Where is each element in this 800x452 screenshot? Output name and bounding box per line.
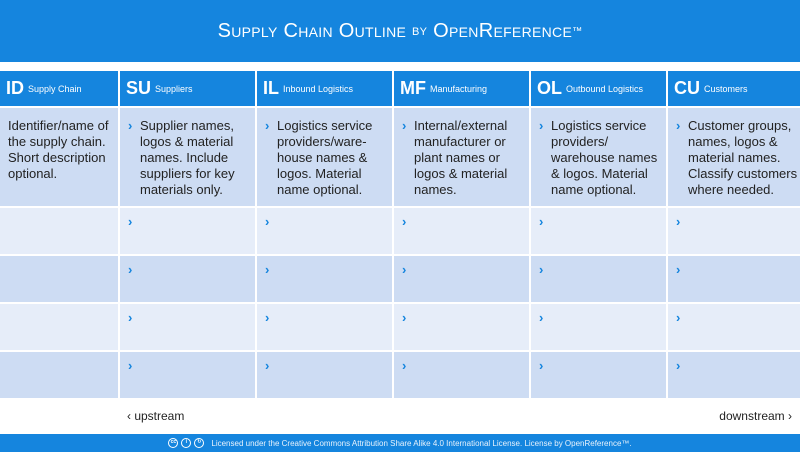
trademark: ™ — [572, 25, 583, 37]
table-cell[interactable]: › — [257, 352, 392, 398]
table-cell[interactable]: › — [531, 256, 666, 302]
chevron-right-icon: › — [402, 310, 407, 325]
description-text: Identifier/name of the supply chain. Sho… — [8, 118, 109, 181]
column-header-su: SU Suppliers — [120, 71, 255, 106]
title-by: by — [412, 22, 428, 39]
description-cell[interactable]: › Internal/external manufacturer or plant… — [394, 108, 529, 206]
chevron-right-icon: › — [676, 310, 681, 325]
upstream-label: ‹ upstream — [127, 409, 185, 423]
column-header-ol: OL Outbound Logistics — [531, 71, 666, 106]
chevron-right-icon: › — [128, 310, 133, 325]
chevron-right-icon: › — [402, 262, 407, 277]
column-abbr: IL — [263, 78, 279, 98]
table-cell[interactable]: › — [668, 256, 800, 302]
chevron-right-icon: › — [539, 262, 544, 277]
column-name: Suppliers — [155, 83, 193, 94]
chevron-right-icon: › — [402, 118, 407, 133]
chevron-right-icon: › — [676, 262, 681, 277]
chevron-right-icon: › — [539, 358, 544, 373]
table-cell[interactable]: › — [394, 304, 529, 350]
description-cell[interactable]: › Logistics service providers/ warehouse … — [531, 108, 666, 206]
outline-table: ID Supply Chain SU Suppliers IL Inbound Logis… — [0, 71, 800, 398]
table-cell[interactable]: › — [257, 208, 392, 254]
chevron-right-icon: › — [265, 118, 270, 133]
table-cell[interactable]: › — [394, 352, 529, 398]
description-cell[interactable]: › Supplier names, logos & material names.… — [120, 108, 255, 206]
column-name: Inbound Logistics — [283, 83, 354, 94]
description-text: Logistics service providers/ warehouse n… — [551, 118, 658, 197]
by-icon: i — [181, 438, 192, 448]
table-cell[interactable]: › — [257, 256, 392, 302]
table-cell[interactable] — [0, 208, 118, 254]
table-cell[interactable] — [0, 256, 118, 302]
title-main: Supply Chain Outline — [217, 19, 407, 42]
column-name: Customers — [704, 83, 748, 94]
footer: cc i ↻ Licensed under the Creative Commo… — [0, 434, 800, 452]
chevron-right-icon: › — [402, 214, 407, 229]
chevron-right-icon: › — [539, 214, 544, 229]
column-header-mf: MF Manufacturing — [394, 71, 529, 106]
description-text: Internal/external manufacturer or plant … — [414, 118, 508, 197]
column-header-cu: CU Customers — [668, 71, 800, 106]
chevron-right-icon: › — [128, 358, 133, 373]
table-cell[interactable]: › — [668, 304, 800, 350]
chevron-right-icon: › — [402, 358, 407, 373]
chevron-right-icon: › — [265, 310, 270, 325]
table-cell[interactable] — [0, 352, 118, 398]
column-header-id: ID Supply Chain — [0, 71, 118, 106]
column-abbr: SU — [126, 78, 152, 98]
description-text: Supplier names, logos & material names. … — [140, 118, 235, 197]
table-cell[interactable]: › — [120, 208, 255, 254]
chevron-right-icon: › — [128, 214, 133, 229]
column-abbr: CU — [674, 78, 700, 98]
chevron-right-icon: › — [265, 358, 270, 373]
cc-icon: cc — [168, 438, 179, 448]
chevron-right-icon: › — [265, 262, 270, 277]
table-cell[interactable]: › — [394, 208, 529, 254]
column-abbr: OL — [537, 78, 562, 98]
table-cell[interactable] — [0, 304, 118, 350]
table-cell[interactable]: › — [668, 352, 800, 398]
page-title: Supply Chain Outline by OpenReference ™ — [0, 0, 800, 62]
table-cell[interactable]: › — [394, 256, 529, 302]
table-cell[interactable]: › — [668, 208, 800, 254]
description-text: Customer groups, names, logos & material… — [688, 118, 798, 197]
table-cell[interactable]: › — [120, 352, 255, 398]
table-cell[interactable]: › — [531, 352, 666, 398]
chevron-right-icon: › — [676, 118, 681, 133]
description-text: Logistics service providers/ware-house n… — [277, 118, 373, 197]
license-text: Licensed under the Creative Commons Attr… — [211, 438, 632, 448]
title-brand: OpenReference — [433, 19, 573, 42]
column-name: Manufacturing — [430, 83, 488, 94]
column-header-il: IL Inbound Logistics — [257, 71, 392, 106]
table-cell[interactable]: › — [257, 304, 392, 350]
column-abbr: MF — [400, 78, 426, 98]
description-cell[interactable]: Identifier/name of the supply chain. Sho… — [0, 108, 118, 206]
sa-icon: ↻ — [194, 438, 205, 448]
table-cell[interactable]: › — [531, 208, 666, 254]
description-cell[interactable]: › Logistics service providers/ware-house … — [257, 108, 392, 206]
chevron-right-icon: › — [676, 214, 681, 229]
table-cell[interactable]: › — [120, 304, 255, 350]
chevron-right-icon: › — [265, 214, 270, 229]
chevron-right-icon: › — [539, 118, 544, 133]
chevron-right-icon: › — [676, 358, 681, 373]
table-cell[interactable]: › — [120, 256, 255, 302]
description-cell[interactable]: › Customer groups, names, logos & materia… — [668, 108, 800, 206]
column-abbr: ID — [6, 78, 24, 98]
chevron-right-icon: › — [128, 118, 133, 133]
column-name: Outbound Logistics — [566, 83, 644, 94]
direction-row: ‹ upstream downstream › — [0, 398, 800, 434]
chevron-right-icon: › — [128, 262, 133, 277]
downstream-label: downstream › — [719, 409, 792, 423]
column-name: Supply Chain — [28, 83, 82, 94]
table-cell[interactable]: › — [531, 304, 666, 350]
chevron-right-icon: › — [539, 310, 544, 325]
